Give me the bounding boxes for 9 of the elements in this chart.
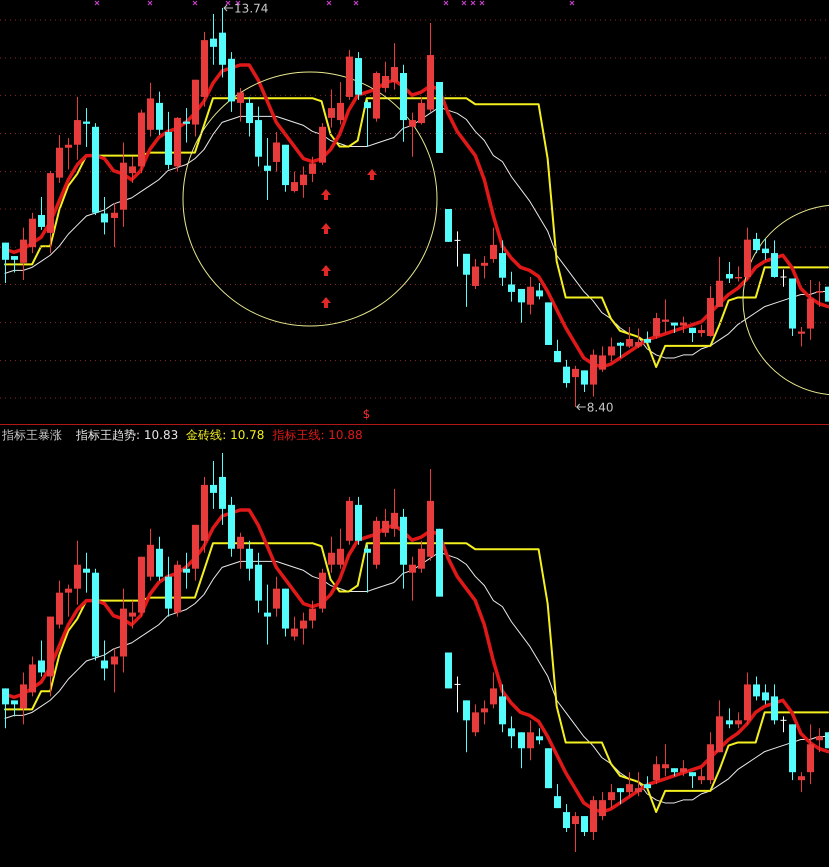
text: 指标王趋势: 10.83	[75, 428, 178, 442]
text: 金砖线: 10.78	[186, 428, 264, 442]
annotation: 8.40	[586, 400, 614, 414]
annotation: $	[362, 407, 370, 421]
note: 8.40	[576, 400, 614, 414]
note: 13.74	[223, 2, 268, 16]
annotation: 13.74	[234, 2, 268, 16]
chart-title: 指标王暴涨	[1, 428, 62, 442]
text: 指标王线: 10.88	[271, 428, 363, 442]
